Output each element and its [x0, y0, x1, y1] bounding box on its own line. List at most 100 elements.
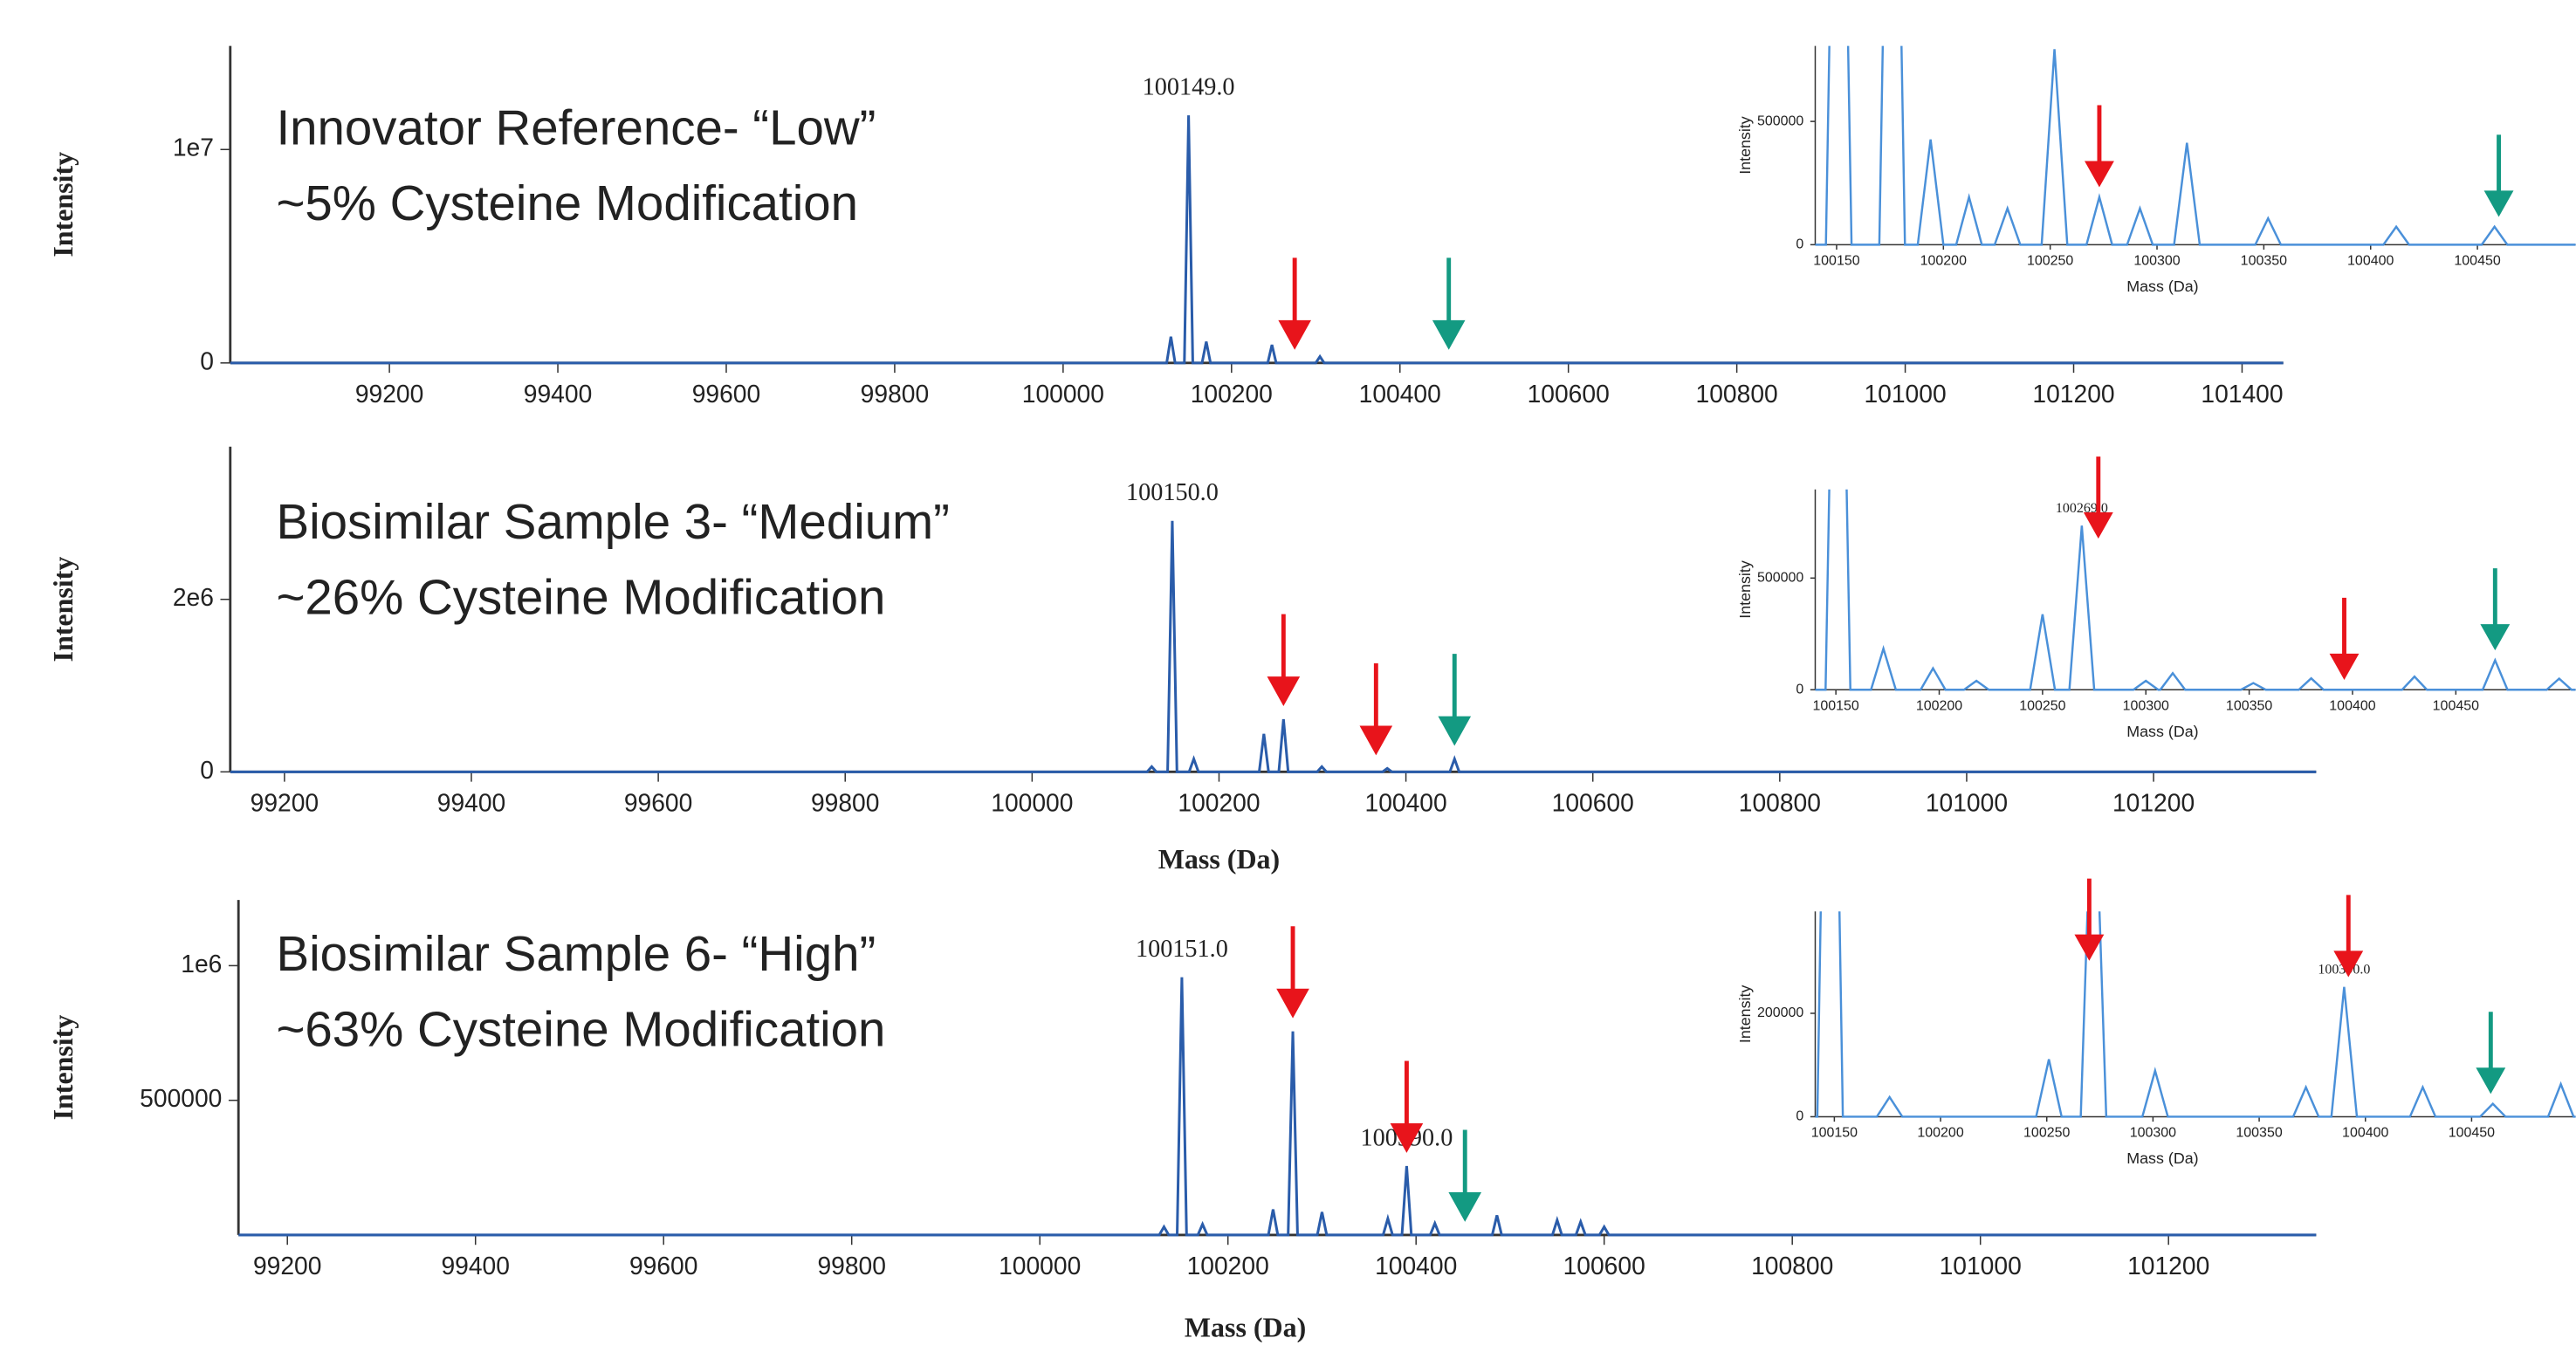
inset-background	[1721, 29, 2576, 326]
x-tick-label: 99800	[861, 380, 929, 408]
panel-title: Innovator Reference- “Low”	[276, 100, 876, 154]
x-tick-label: 99600	[629, 1252, 697, 1280]
x-tick-label: 100450	[2433, 698, 2479, 713]
x-tick-label: 100000	[999, 1252, 1081, 1280]
x-tick-label: 100350	[2236, 1125, 2282, 1140]
arrow	[2085, 105, 2114, 188]
y-tick-label: 200000	[1757, 1005, 1803, 1020]
spectrum-panel: 99200 99400 99600 99800 100000 100200 100400 10…	[48, 45, 2284, 408]
y-tick-label: 0	[200, 756, 214, 784]
x-tick-label: 100300	[2130, 1125, 2176, 1140]
x-tick-label: 101200	[2112, 788, 2195, 816]
arrow	[1438, 654, 1472, 746]
peak-label: 100390.0	[2318, 963, 2370, 978]
arrow	[1432, 257, 1466, 350]
x-tick-label: 99400	[437, 788, 505, 816]
x-tick-label: 100350	[2226, 698, 2272, 713]
panel-subtitle: ~26% Cysteine Modification	[276, 570, 885, 625]
x-tick-label: 100000	[991, 788, 1073, 816]
panel-title: Biosimilar Sample 6- “High”	[276, 926, 876, 981]
x-tick-label: 100250	[2027, 253, 2073, 268]
inset-background	[1721, 895, 2576, 1191]
x-tick-label: 100200	[1917, 1125, 1963, 1140]
x-tick-label: 101200	[2127, 1252, 2209, 1280]
y-axis-label: Intensity	[48, 557, 79, 662]
x-tick-label: 100800	[1739, 788, 1821, 816]
x-tick-label: 101000	[1940, 1252, 2022, 1280]
x-tick-label: 100600	[1563, 1252, 1645, 1280]
arrow	[1267, 614, 1301, 707]
arrow	[1278, 257, 1311, 350]
inset-panel: 100150 100200 100250 100300 100350 100400 1004…	[1721, 418, 2576, 764]
y-tick-label: 500000	[1757, 113, 1803, 128]
x-axis-label: Mass (Da)	[2126, 723, 2198, 740]
arrow	[1448, 1129, 1482, 1222]
x-tick-label: 100250	[2023, 1125, 2070, 1140]
x-tick-label: 100600	[1552, 788, 1634, 816]
x-tick-label: 100150	[1813, 253, 1859, 268]
x-tick-label: 100150	[1811, 1125, 1858, 1140]
spectrum-line	[1815, 489, 2576, 691]
spectrum-line	[1815, 911, 2576, 1118]
x-tick-label: 101200	[2032, 380, 2114, 408]
x-axis-label: Mass (Da)	[2126, 278, 2198, 295]
y-tick-label: 500000	[1757, 571, 1803, 586]
x-tick-label: 100450	[2449, 1125, 2495, 1140]
x-tick-label: 99200	[355, 380, 423, 408]
x-tick-label: 99400	[441, 1252, 509, 1280]
x-tick-label: 100200	[1920, 253, 1967, 268]
arrow	[1276, 926, 1309, 1019]
x-tick-label: 99400	[524, 380, 592, 408]
panel-subtitle: ~63% Cysteine Modification	[276, 1001, 885, 1056]
x-tick-label: 100350	[2241, 253, 2287, 268]
x-tick-label: 100800	[1696, 380, 1778, 408]
arrow	[1390, 1060, 1424, 1153]
panel-title: Biosimilar Sample 3- “Medium”	[276, 494, 950, 549]
x-tick-label: 101000	[1926, 788, 2008, 816]
spectrum-panel: 99200 99400 99600 99800 100000 100200 100400 10…	[48, 446, 2317, 875]
inset-background	[1721, 418, 2576, 764]
x-tick-label: 99800	[811, 788, 879, 816]
x-tick-label: 100450	[2454, 253, 2500, 268]
x-axis-label: Mass (Da)	[2126, 1149, 2198, 1167]
x-tick-label: 101400	[2201, 380, 2283, 408]
x-tick-label: 100200	[1178, 788, 1260, 816]
x-tick-label: 100400	[2342, 1125, 2388, 1140]
y-tick-label: 1e7	[173, 134, 214, 161]
x-tick-label: 100150	[1812, 698, 1858, 713]
x-tick-label: 100250	[2019, 698, 2065, 713]
arrow	[1359, 662, 1393, 756]
x-tick-label: 100200	[1187, 1252, 1269, 1280]
arrow	[2333, 895, 2364, 978]
y-axis-label: Intensity	[48, 152, 79, 257]
x-tick-label: 100000	[1022, 380, 1104, 408]
y-axis-label: Intensity	[48, 1015, 79, 1121]
inset-panel: 100150 100200 100250 100300 100350 100400 1004…	[1721, 29, 2576, 326]
x-tick-label: 100400	[1365, 788, 1447, 816]
x-tick-label: 100200	[1191, 380, 1273, 408]
x-tick-label: 99200	[253, 1252, 321, 1280]
spectrum-line	[238, 977, 2317, 1237]
spectrum-panel: 99200 99400 99600 99800 100000 100200 100400 10…	[48, 900, 2317, 1342]
x-tick-label: 100400	[2329, 698, 2375, 713]
x-tick-label: 100300	[2133, 253, 2180, 268]
x-tick-label: 99600	[624, 788, 692, 816]
y-tick-label: 0	[200, 347, 214, 374]
x-tick-label: 99200	[251, 788, 319, 816]
arrow	[2476, 1012, 2506, 1095]
peak-label: 100149.0	[1143, 74, 1235, 101]
arrow	[2483, 134, 2514, 217]
spectrum-line	[230, 520, 2317, 773]
x-axis-label: Mass (Da)	[1185, 1312, 1306, 1342]
x-tick-label: 99800	[817, 1252, 885, 1280]
y-tick-label: 0	[1796, 237, 1803, 252]
x-tick-label: 101000	[1864, 380, 1946, 408]
x-tick-label: 100400	[1375, 1252, 1457, 1280]
panel-subtitle: ~5% Cysteine Modification	[276, 175, 858, 230]
peak-label: 100151.0	[1136, 936, 1228, 963]
x-tick-label: 100300	[2123, 698, 2169, 713]
y-tick-label: 2e6	[173, 583, 214, 611]
y-axis-label: Intensity	[1736, 985, 1754, 1044]
